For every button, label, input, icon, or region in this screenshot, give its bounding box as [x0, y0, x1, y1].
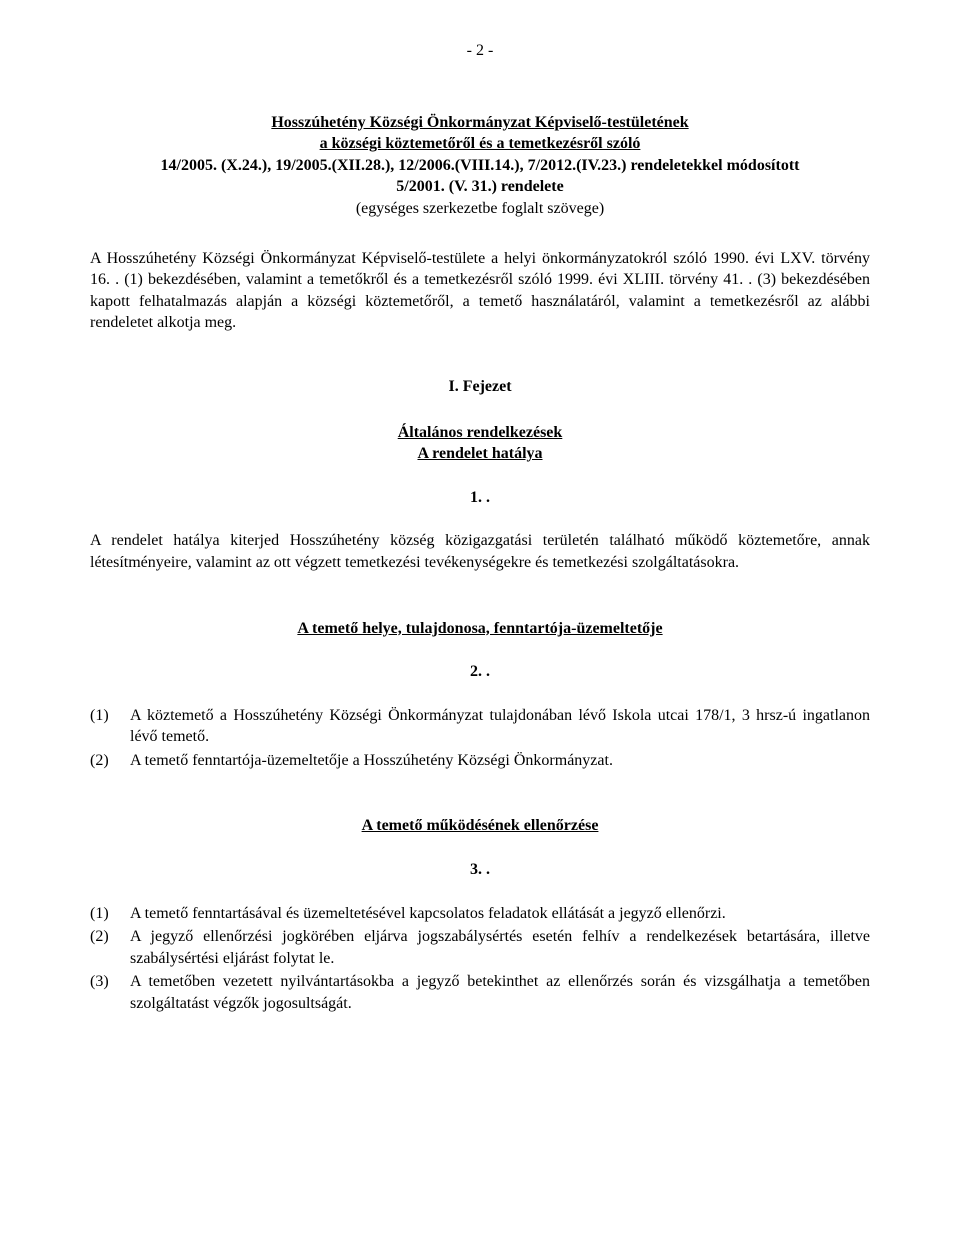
section-3-number: 3. .	[90, 859, 870, 881]
header-line-5: (egységes szerkezetbe foglalt szövege)	[90, 198, 870, 220]
item-label: (3)	[90, 971, 130, 1014]
section-1-body: A rendelet hatálya kiterjed Hosszúhetény…	[90, 530, 870, 573]
list-item: (2) A temető fenntartója-üzemeltetője a …	[90, 750, 870, 772]
list-item: (3) A temetőben vezetett nyilvántartások…	[90, 971, 870, 1014]
section-3-list: (1) A temető fenntartásával és üzemeltet…	[90, 903, 870, 1015]
header-line-2: a községi köztemetőről és a temetkezésrő…	[90, 133, 870, 155]
section-1-heading-line2: A rendelet hatálya	[90, 443, 870, 465]
item-label: (1)	[90, 903, 130, 925]
section-2-heading: A temető helye, tulajdonosa, fenntartója…	[90, 618, 870, 640]
header-line-3: 14/2005. (X.24.), 19/2005.(XII.28.), 12/…	[90, 155, 870, 177]
item-label: (2)	[90, 926, 130, 969]
section-1-heading: Általános rendelkezések A rendelet hatál…	[90, 422, 870, 465]
item-label: (2)	[90, 750, 130, 772]
item-text: A köztemető a Hosszúhetény Községi Önkor…	[130, 705, 870, 748]
list-item: (2) A jegyző ellenőrzési jogkörében eljá…	[90, 926, 870, 969]
header-line-1: Hosszúhetény Községi Önkormányzat Képvis…	[90, 112, 870, 134]
document-header: Hosszúhetény Községi Önkormányzat Képvis…	[90, 112, 870, 220]
item-text: A temető fenntartója-üzemeltetője a Hoss…	[130, 750, 870, 772]
item-text: A jegyző ellenőrzési jogkörében eljárva …	[130, 926, 870, 969]
section-2-number: 2. .	[90, 661, 870, 683]
list-item: (1) A temető fenntartásával és üzemeltet…	[90, 903, 870, 925]
list-item: (1) A köztemető a Hosszúhetény Községi Ö…	[90, 705, 870, 748]
chapter-title: I. Fejezet	[90, 376, 870, 398]
preamble-paragraph: A Hosszúhetény Községi Önkormányzat Képv…	[90, 248, 870, 334]
item-text: A temetőben vezetett nyilvántartásokba a…	[130, 971, 870, 1014]
section-1-number: 1. .	[90, 487, 870, 509]
section-3-heading: A temető működésének ellenőrzése	[90, 815, 870, 837]
section-2-list: (1) A köztemető a Hosszúhetény Községi Ö…	[90, 705, 870, 772]
header-line-4: 5/2001. (V. 31.) rendelete	[90, 176, 870, 198]
page-number: - 2 -	[90, 40, 870, 62]
item-label: (1)	[90, 705, 130, 748]
item-text: A temető fenntartásával és üzemeltetésév…	[130, 903, 870, 925]
section-1-heading-line1: Általános rendelkezések	[90, 422, 870, 444]
